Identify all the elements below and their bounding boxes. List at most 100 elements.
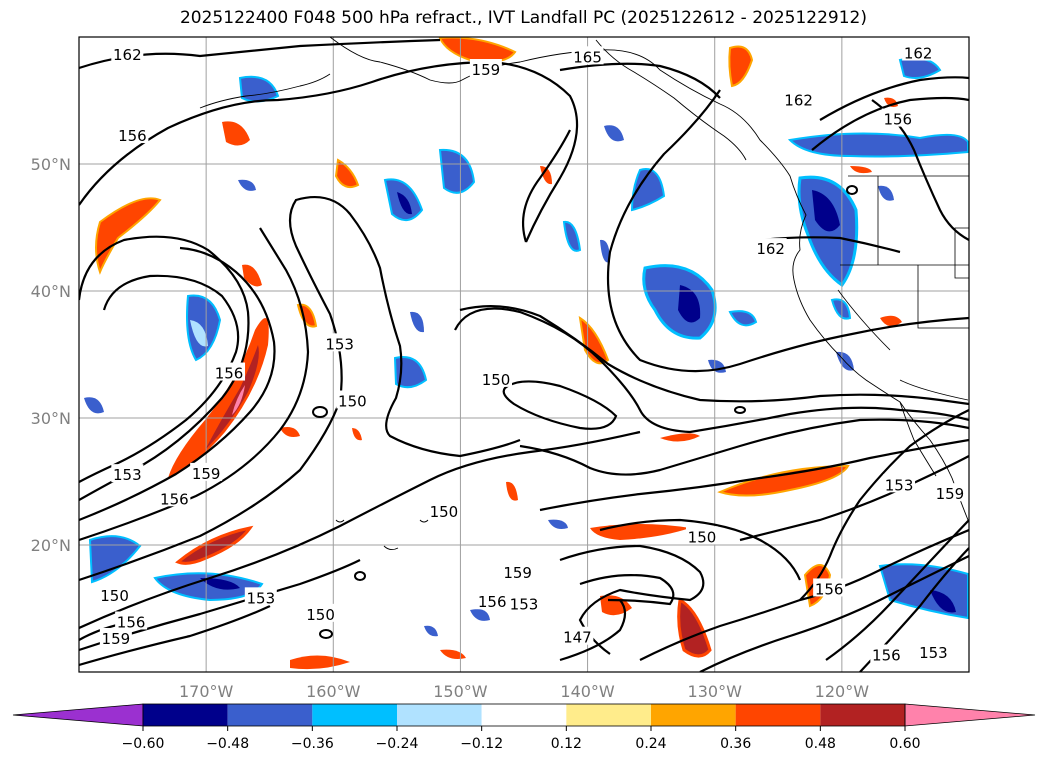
svg-text:159: 159 <box>192 465 221 483</box>
contour-label-6: 156 <box>881 108 914 129</box>
contour-label-10: 150 <box>336 390 369 410</box>
svg-text:150: 150 <box>306 606 335 624</box>
colorbar-tick-label-1: −0.48 <box>206 736 249 752</box>
svg-text:156: 156 <box>872 646 901 664</box>
svg-text:150: 150 <box>688 528 717 546</box>
contour-label-12: 153 <box>111 464 144 484</box>
longitude-tick-labels: 170°W 160°W 150°W 140°W 130°W 120°W <box>179 682 869 701</box>
contour-label-28: 147 <box>561 626 594 647</box>
colorbar-segment-6 <box>651 704 736 726</box>
colorbar-segment-2 <box>312 704 397 726</box>
svg-text:159: 159 <box>503 564 532 582</box>
contour-label-20: 156 <box>813 578 846 598</box>
svg-text:156: 156 <box>160 490 189 508</box>
colorbar-segment-1 <box>227 704 313 726</box>
lon-tick-label-4: 130°W <box>688 682 743 701</box>
contour-label-4: 162 <box>782 89 815 110</box>
colorbar-segment-7 <box>735 704 821 726</box>
colorbar-tick-label-4: −0.12 <box>460 736 503 752</box>
colorbar-segment-0 <box>143 704 228 726</box>
colorbar-tick-label-0: −0.60 <box>122 736 165 752</box>
svg-text:162: 162 <box>756 240 785 258</box>
contour-label-9: 150 <box>480 368 513 389</box>
contour-label-23: 150 <box>98 584 131 605</box>
contour-label-29: 156 <box>870 644 903 664</box>
svg-text:153: 153 <box>246 589 275 607</box>
svg-text:159: 159 <box>936 485 965 503</box>
map-gridlines <box>79 37 969 672</box>
contour-label-24: 153 <box>244 587 277 607</box>
svg-text:153: 153 <box>325 335 354 353</box>
contour-label-22: 156 <box>476 591 509 611</box>
height-contours-minor <box>312 185 858 639</box>
contour-label-15: 150 <box>427 500 460 521</box>
contour-label-0: 162 <box>111 43 144 64</box>
colorbar-tick-label-9: 0.60 <box>889 736 920 752</box>
contour-label-14: 156 <box>158 488 191 508</box>
svg-text:156: 156 <box>478 593 507 611</box>
lat-tick-label-0: 50°N <box>31 155 71 174</box>
colorbar-tick-label-3: −0.24 <box>376 736 419 752</box>
svg-text:150: 150 <box>338 392 367 410</box>
svg-text:153: 153 <box>510 596 539 614</box>
svg-text:156: 156 <box>815 580 844 598</box>
contour-label-8: 153 <box>323 333 356 353</box>
svg-text:153: 153 <box>919 644 948 662</box>
colorbar-extend-low <box>12 703 144 727</box>
contour-label-1: 165 <box>571 46 604 66</box>
lon-tick-label-2: 150°W <box>433 682 488 701</box>
colorbar-segment-4 <box>481 704 567 726</box>
svg-text:150: 150 <box>100 587 129 605</box>
map-frame <box>78 36 970 673</box>
colorbar-outline <box>142 703 906 727</box>
svg-text:156: 156 <box>117 613 146 631</box>
colorbar-segment-3 <box>397 704 482 726</box>
svg-text:147: 147 <box>563 629 592 647</box>
svg-text:162: 162 <box>113 46 142 64</box>
lat-tick-label-1: 40°N <box>31 282 71 301</box>
svg-text:162: 162 <box>904 45 933 63</box>
svg-text:153: 153 <box>113 466 142 484</box>
lon-tick-label-1: 160°W <box>306 682 361 701</box>
latitude-tick-labels: 50°N 40°N 30°N 20°N <box>31 155 71 555</box>
contour-label-17: 159 <box>933 483 966 503</box>
svg-text:162: 162 <box>784 92 813 110</box>
contour-label-25: 150 <box>304 603 337 624</box>
contour-label-19: 159 <box>501 561 534 582</box>
svg-text:150: 150 <box>482 371 511 389</box>
svg-text:159: 159 <box>472 61 501 79</box>
svg-text:156: 156 <box>215 365 244 383</box>
svg-text:153: 153 <box>885 476 914 494</box>
svg-text:159: 159 <box>102 630 131 648</box>
contour-label-5: 156 <box>116 125 149 145</box>
colorbar-extend-high <box>904 703 1036 727</box>
colorbar-tick-labels: −0.60 −0.48 −0.36 −0.24 −0.12 0.12 0.24 0.36 0.4… <box>122 726 921 752</box>
contour-label-7: 162 <box>754 238 787 258</box>
colorbar-segment-8 <box>820 704 905 726</box>
lon-tick-label-0: 170°W <box>179 682 234 701</box>
colorbar <box>12 703 1036 727</box>
colorbar-segment-5 <box>566 704 651 726</box>
contour-label-2: 159 <box>469 59 502 79</box>
colorbar-tick-label-6: 0.24 <box>635 736 666 752</box>
lon-tick-label-5: 120°W <box>815 682 870 701</box>
svg-text:156: 156 <box>883 111 912 129</box>
colorbar-tick-label-5: 0.12 <box>551 736 582 752</box>
country-borders <box>837 175 969 401</box>
svg-text:156: 156 <box>118 127 147 145</box>
contour-label-26: 156 <box>115 611 148 631</box>
contour-label-18: 150 <box>686 526 718 546</box>
contour-label-11: 156 <box>213 362 246 383</box>
colorbar-tick-label-7: 0.36 <box>720 736 751 752</box>
contour-label-13: 159 <box>190 462 223 483</box>
contour-label-3: 162 <box>902 42 935 63</box>
svg-text:165: 165 <box>573 48 602 66</box>
lat-tick-label-2: 30°N <box>31 409 71 428</box>
contour-label-21: 153 <box>508 593 540 614</box>
colorbar-tick-label-8: 0.48 <box>805 736 836 752</box>
contour-label-27: 159 <box>99 627 132 648</box>
svg-text:150: 150 <box>430 503 459 521</box>
contour-label-30: 153 <box>917 641 950 662</box>
